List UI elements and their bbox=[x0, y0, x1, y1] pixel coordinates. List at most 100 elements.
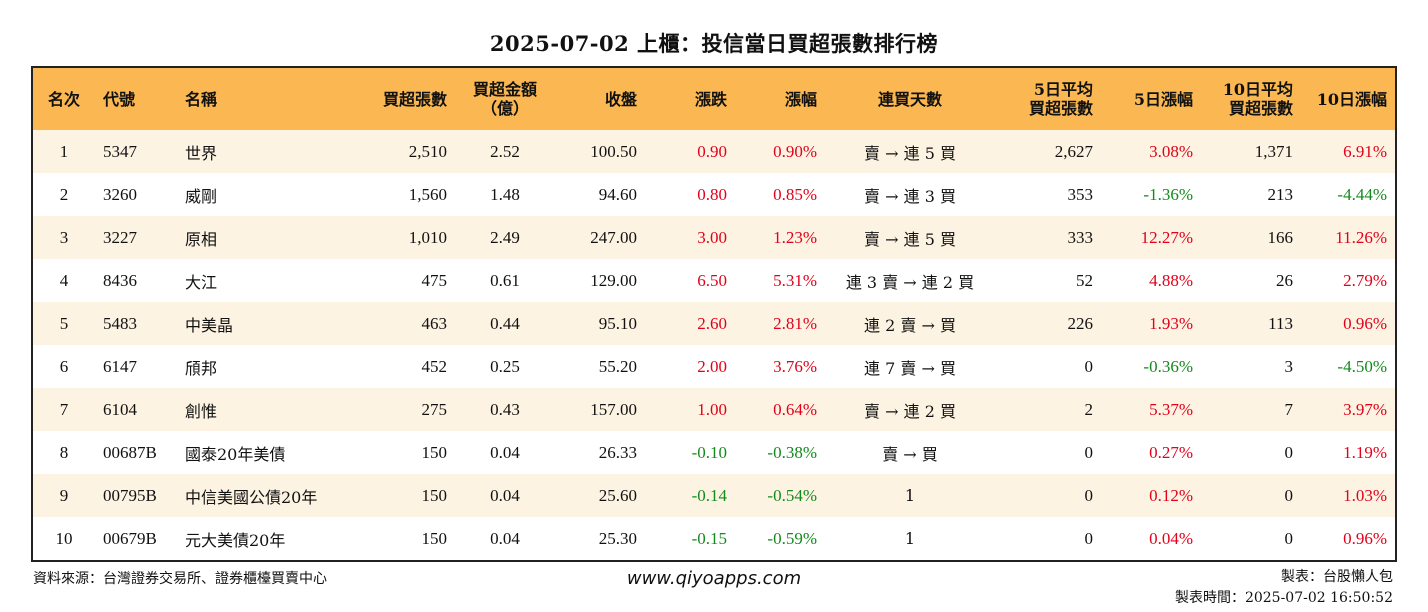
cell-change: 2.60 bbox=[697, 313, 727, 333]
cell-code: 5347 bbox=[103, 141, 137, 161]
col-pct5: 5日漲幅 bbox=[1133, 89, 1193, 109]
cell-avg10: 7 bbox=[1284, 399, 1294, 419]
cell-pct10: -4.44% bbox=[1337, 184, 1387, 204]
cell-code: 3227 bbox=[103, 227, 137, 247]
cell-avg5: 2,627 bbox=[1054, 141, 1093, 161]
site-url: www.qiyoapps.com bbox=[626, 568, 802, 589]
cell-streak: 賣 → 連 3 買 bbox=[864, 186, 956, 206]
cell-name: 大江 bbox=[185, 272, 218, 292]
col-rank: 名次 bbox=[47, 89, 80, 109]
cell-close: 95.10 bbox=[598, 313, 637, 333]
cell-avg5: 353 bbox=[1067, 184, 1094, 204]
cell-change: -0.14 bbox=[691, 485, 727, 505]
cell-avg10: 166 bbox=[1267, 227, 1294, 247]
cell-avg5: 333 bbox=[1067, 227, 1094, 247]
cell-avg10: 0 bbox=[1284, 442, 1294, 462]
cell-name: 中美晶 bbox=[185, 315, 234, 335]
cell-lots: 1,560 bbox=[408, 184, 447, 204]
table-row: 9 00795B 中信美國公債20年 150 0.04 25.60 -0.14 … bbox=[33, 474, 1395, 517]
cell-avg10: 213 bbox=[1267, 184, 1294, 204]
col-close: 收盤 bbox=[604, 89, 637, 109]
cell-change-pct: 0.64% bbox=[773, 399, 817, 419]
cell-avg5: 0 bbox=[1084, 485, 1094, 505]
cell-streak: 賣 → 買 bbox=[882, 444, 938, 464]
table-body: 1 5347 世界 2,510 2.52 100.50 0.90 0.90% 賣… bbox=[33, 130, 1395, 560]
cell-change-pct: 5.31% bbox=[773, 270, 817, 290]
table-header-row: 名次 代號 名稱 買超張數 買超金額 （億） 收盤 漲跌 漲幅 連買天數 5日平… bbox=[33, 68, 1395, 130]
cell-close: 25.30 bbox=[598, 528, 637, 548]
cell-streak: 連 7 賣 → 買 bbox=[864, 358, 956, 378]
cell-code: 3260 bbox=[103, 184, 137, 204]
cell-avg10: 113 bbox=[1268, 313, 1293, 333]
cell-amount: 0.04 bbox=[490, 485, 520, 505]
cell-change: -0.10 bbox=[691, 442, 727, 462]
table-row: 1 5347 世界 2,510 2.52 100.50 0.90 0.90% 賣… bbox=[33, 130, 1395, 173]
cell-amount: 2.49 bbox=[490, 227, 520, 247]
cell-avg10: 3 bbox=[1284, 356, 1294, 376]
cell-name: 國泰20年美債 bbox=[185, 444, 286, 464]
cell-rank: 10 bbox=[55, 528, 73, 548]
cell-change-pct: 0.90% bbox=[773, 141, 817, 161]
cell-name: 頎邦 bbox=[185, 358, 218, 378]
cell-avg10: 0 bbox=[1284, 528, 1294, 548]
cell-avg5: 0 bbox=[1084, 356, 1094, 376]
cell-name: 創惟 bbox=[185, 401, 218, 421]
table-row: 5 5483 中美晶 463 0.44 95.10 2.60 2.81% 連 2… bbox=[33, 302, 1395, 345]
cell-pct5: 4.88% bbox=[1149, 270, 1193, 290]
cell-lots: 150 bbox=[421, 442, 448, 462]
cell-avg10: 26 bbox=[1276, 270, 1293, 290]
cell-rank: 2 bbox=[59, 184, 69, 204]
cell-amount: 0.44 bbox=[490, 313, 520, 333]
cell-change: 2.00 bbox=[697, 356, 727, 376]
cell-close: 247.00 bbox=[590, 227, 637, 247]
cell-amount: 0.61 bbox=[490, 270, 520, 290]
cell-streak: 賣 → 連 2 買 bbox=[864, 401, 956, 421]
cell-pct10: 1.03% bbox=[1343, 485, 1387, 505]
cell-change-pct: -0.59% bbox=[767, 528, 817, 548]
cell-lots: 150 bbox=[421, 485, 448, 505]
cell-amount: 0.04 bbox=[490, 528, 520, 548]
col-avg5-line1: 5日平均 bbox=[1033, 80, 1093, 99]
cell-lots: 463 bbox=[421, 313, 448, 333]
table-row: 8 00687B 國泰20年美債 150 0.04 26.33 -0.10 -0… bbox=[33, 431, 1395, 474]
cell-streak: 連 3 賣 → 連 2 買 bbox=[845, 272, 975, 292]
col-avg10: 10日平均 買超張數 bbox=[1201, 68, 1301, 130]
cell-pct5: 3.08% bbox=[1149, 141, 1193, 161]
cell-pct5: -0.36% bbox=[1143, 356, 1193, 376]
cell-amount: 0.04 bbox=[490, 442, 520, 462]
col-net-buy-amount-line1: 買超金額 bbox=[472, 80, 537, 99]
cell-code: 6104 bbox=[103, 399, 137, 419]
maker-label: 製表：台股懶人包 bbox=[1281, 569, 1393, 585]
cell-amount: 0.25 bbox=[490, 356, 520, 376]
cell-rank: 7 bbox=[59, 399, 69, 419]
cell-pct5: 5.37% bbox=[1149, 399, 1193, 419]
cell-close: 26.33 bbox=[598, 442, 637, 462]
col-net-buy-lots: 買超張數 bbox=[382, 89, 447, 109]
cell-lots: 452 bbox=[421, 356, 448, 376]
cell-amount: 1.48 bbox=[490, 184, 520, 204]
cell-change: 1.00 bbox=[697, 399, 727, 419]
col-name: 名稱 bbox=[185, 89, 218, 109]
col-avg5: 5日平均 買超張數 bbox=[995, 68, 1101, 130]
cell-avg5: 52 bbox=[1076, 270, 1093, 290]
cell-pct10: 11.26% bbox=[1335, 227, 1387, 247]
cell-code: 5483 bbox=[103, 313, 137, 333]
cell-lots: 275 bbox=[421, 399, 448, 419]
cell-code: 6147 bbox=[103, 356, 137, 376]
col-streak: 連買天數 bbox=[877, 89, 942, 109]
table-row: 10 00679B 元大美債20年 150 0.04 25.30 -0.15 -… bbox=[33, 517, 1395, 560]
ranking-table-container: 名次 代號 名稱 買超張數 買超金額 （億） 收盤 漲跌 漲幅 連買天數 5日平… bbox=[31, 66, 1397, 562]
col-change: 漲跌 bbox=[694, 89, 727, 109]
cell-amount: 2.52 bbox=[490, 141, 520, 161]
cell-change-pct: 1.23% bbox=[773, 227, 817, 247]
cell-code: 00795B bbox=[103, 485, 157, 505]
cell-name: 威剛 bbox=[185, 186, 218, 206]
table-row: 2 3260 威剛 1,560 1.48 94.60 0.80 0.85% 賣 … bbox=[33, 173, 1395, 216]
cell-lots: 2,510 bbox=[408, 141, 447, 161]
col-net-buy-amount: 買超金額 （億） bbox=[455, 68, 555, 130]
cell-change: 0.90 bbox=[697, 141, 727, 161]
cell-name: 原相 bbox=[185, 229, 218, 249]
col-avg5-line2: 買超張數 bbox=[1028, 99, 1093, 118]
cell-pct5: 0.04% bbox=[1149, 528, 1193, 548]
cell-avg5: 0 bbox=[1084, 528, 1094, 548]
